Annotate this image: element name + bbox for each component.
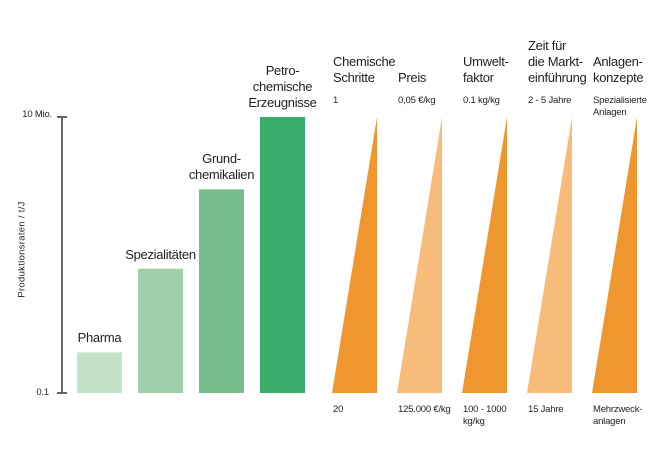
wedge: [592, 117, 637, 393]
wedge-bottom-label: 125.000 €/kg: [398, 404, 451, 415]
bar: [77, 352, 122, 393]
wedge-bottom-label: 15 Jahre: [528, 404, 564, 415]
wedge: [332, 117, 377, 393]
wedges: [332, 117, 637, 393]
wedge: [527, 117, 572, 393]
wedge-header: Chemische Schritte: [333, 54, 396, 85]
wedge-header: Preis: [398, 70, 427, 85]
y-tick-label-min: 0.1: [36, 387, 49, 398]
bars: [77, 117, 305, 393]
y-tick-label-max: 10 Mio.: [22, 109, 52, 120]
bar-label: Grund-chemikalien: [188, 151, 255, 183]
wedge-top-label: Spezialisierte Anlagen: [593, 95, 647, 118]
wedge-bottom-label: 100 - 1000 kg/kg: [463, 404, 507, 427]
bar-label: Spezialitäten: [125, 246, 196, 262]
wedge-top-label: 0.1 kg/kg: [463, 95, 500, 106]
bar-label: Petro-chemische Erzeugnisse: [248, 63, 317, 110]
wedge-bottom-label: 20: [333, 404, 344, 415]
bar-label: Pharma: [77, 330, 122, 346]
y-axis: [57, 116, 67, 394]
bar: [199, 189, 244, 393]
wedge-header: Anlagen-konzepte: [593, 54, 644, 85]
wedge-header: Zeit für die Markt-einführung: [528, 38, 587, 85]
wedge: [397, 117, 442, 393]
wedge-header: Umwelt-faktor: [463, 54, 509, 85]
wedge: [462, 117, 507, 393]
bar: [260, 117, 305, 393]
wedge-top-label: 0,05 €/kg: [398, 95, 436, 106]
wedge-top-label: 1: [333, 95, 339, 106]
wedge-top-label: 2 - 5 Jahre: [528, 95, 572, 106]
wedge-bottom-label: Mehrzweck-anlagen: [593, 404, 643, 427]
y-axis-label: Produktionsraten / t/J: [16, 201, 28, 298]
bar: [138, 268, 183, 393]
